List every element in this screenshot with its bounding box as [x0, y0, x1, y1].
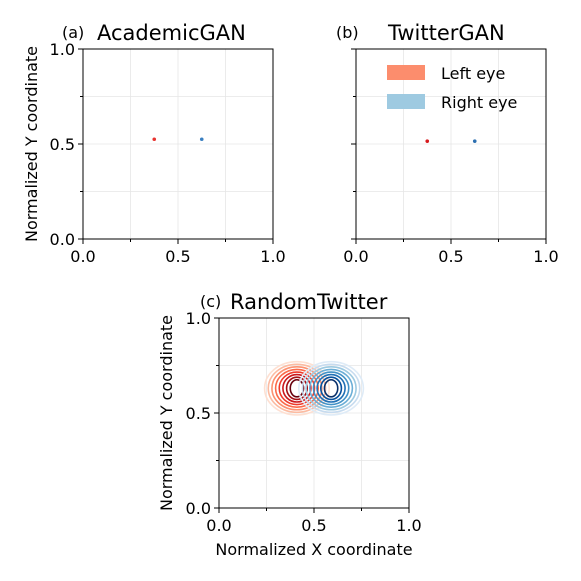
grid [356, 49, 546, 239]
panel-label: (a) [62, 23, 84, 42]
right-eye-point [199, 137, 204, 142]
left-eye-contour-level [271, 366, 323, 411]
x-tick-label: 0.0 [70, 247, 95, 266]
chart-title: TwitterGAN [387, 21, 505, 45]
grid [219, 318, 409, 508]
chart-title: RandomTwitter [230, 290, 388, 314]
right-eye-contour-level [319, 376, 343, 401]
right-eye-contour-level [301, 363, 361, 414]
panel-academicgan: 0.0 0.5 1.0 0.0 0.5 1.0 (a) AcademicGAN Norma… [22, 21, 286, 266]
left-eye-contour-level [278, 371, 316, 406]
legend-label-right-eye: Right eye [441, 93, 517, 112]
grid [83, 49, 273, 239]
y-tick-label: 1.0 [186, 309, 211, 328]
legend-swatch-right-eye [387, 94, 425, 109]
left-eye-contour-level [267, 363, 327, 414]
y-axis-label: Normalized Y coordinate [157, 315, 176, 511]
left-eye-point [152, 137, 157, 142]
legend: Left eye Right eye [387, 64, 517, 112]
y-tick-label: 0.0 [186, 499, 211, 518]
y-tick-label: 0.5 [50, 135, 75, 154]
right-eye-contour-level [305, 366, 357, 411]
panel-twittergan: 0.0 0.5 1.0 (b) TwitterGAN Left eye Right … [336, 21, 559, 266]
left-eye-contour-level [289, 378, 305, 398]
axis-ticks: 0.0 0.5 1.0 0.0 0.5 1.0 [50, 40, 286, 266]
y-tick-label: 0.0 [50, 230, 75, 249]
x-tick-label: 0.5 [165, 247, 190, 266]
chart-title: AcademicGAN [97, 21, 246, 45]
axis-ticks: 0.0 0.5 1.0 0.0 0.5 1.0 [186, 309, 422, 535]
panel-label: (b) [336, 23, 359, 42]
axis-ticks: 0.0 0.5 1.0 [343, 48, 559, 266]
right-eye-contour-level [323, 378, 339, 398]
x-axis-label: Normalized X coordinate [215, 540, 412, 559]
legend-label-left-eye: Left eye [441, 64, 505, 83]
y-tick-label: 0.5 [186, 404, 211, 423]
right-eye-point [472, 139, 477, 143]
left-eye-contour-level [263, 360, 331, 416]
x-tick-label: 1.0 [260, 247, 285, 266]
y-tick-label: 1.0 [50, 40, 75, 59]
x-tick-label: 0.5 [438, 247, 463, 266]
right-eye-contour-level [298, 360, 365, 416]
left-eye-contour-level [285, 376, 309, 401]
right-eye-contour-level [316, 373, 346, 403]
left-eye-contour-level [274, 368, 320, 408]
left-eye-point [425, 139, 430, 143]
x-tick-label: 0.5 [301, 516, 326, 535]
y-axis-label: Normalized Y coordinate [22, 46, 41, 242]
x-tick-label: 1.0 [396, 516, 421, 535]
scatter-points [152, 137, 204, 142]
scatter-points [425, 139, 477, 143]
panel-label: (c) [200, 292, 221, 311]
x-tick-label: 0.0 [206, 516, 231, 535]
legend-swatch-left-eye [387, 65, 425, 80]
right-eye-contour-level [308, 368, 354, 408]
left-eye-contour-level [282, 373, 312, 403]
panel-randomtwitter: 0.0 0.5 1.0 0.0 0.5 1.0 (c) RandomTwitter Nor… [157, 290, 422, 559]
density-contours [263, 360, 365, 416]
x-tick-label: 1.0 [533, 247, 558, 266]
x-tick-label: 0.0 [343, 247, 368, 266]
right-eye-contour-level [312, 371, 350, 406]
